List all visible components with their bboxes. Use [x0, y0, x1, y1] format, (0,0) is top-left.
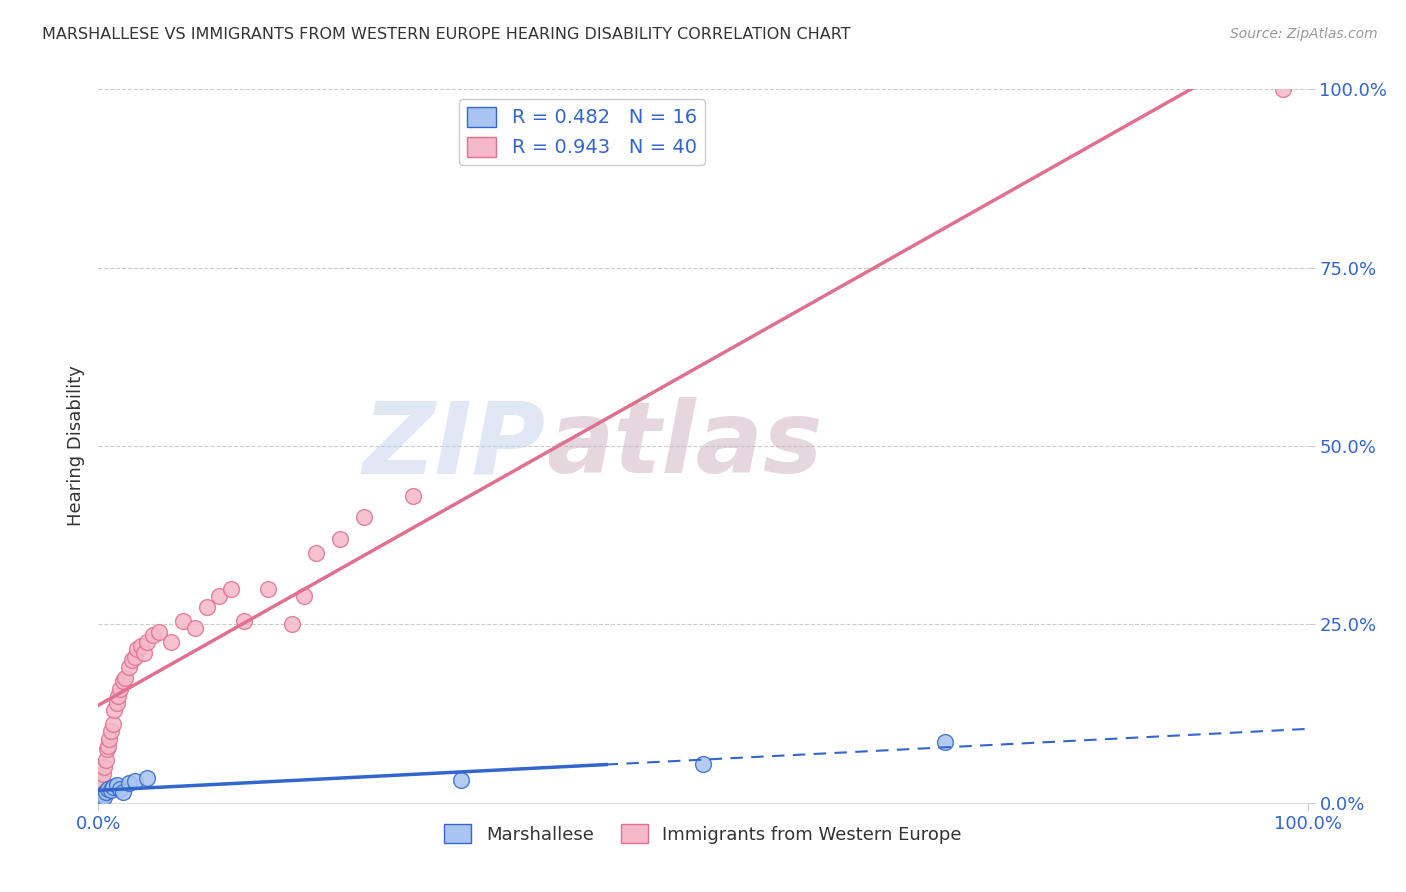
Point	[135, 635, 157, 649]
Point	[91, 787, 114, 801]
Point	[93, 790, 115, 805]
Point	[221, 582, 243, 596]
Point	[121, 653, 143, 667]
Point	[1272, 82, 1295, 96]
Point	[98, 731, 121, 746]
Point	[90, 785, 112, 799]
Point	[118, 660, 141, 674]
Point	[353, 510, 375, 524]
Point	[114, 671, 136, 685]
Point	[91, 767, 114, 781]
Point	[450, 772, 472, 787]
Point	[934, 735, 956, 749]
Point	[292, 589, 315, 603]
Point	[94, 785, 117, 799]
Point	[111, 674, 134, 689]
Point	[305, 546, 328, 560]
Point	[97, 739, 120, 753]
Point	[329, 532, 352, 546]
Point	[108, 681, 131, 696]
Point	[256, 582, 278, 596]
Point	[127, 642, 149, 657]
Point	[107, 689, 129, 703]
Point	[96, 742, 118, 756]
Point	[100, 724, 122, 739]
Text: atlas: atlas	[546, 398, 823, 494]
Point	[105, 778, 128, 792]
Point	[195, 599, 218, 614]
Point	[172, 614, 194, 628]
Point	[118, 776, 141, 790]
Point	[135, 771, 157, 785]
Point	[108, 781, 131, 796]
Point	[184, 621, 207, 635]
Point	[101, 717, 124, 731]
Point	[134, 646, 156, 660]
Point	[101, 780, 124, 794]
Point	[100, 783, 122, 797]
Point	[692, 756, 714, 771]
Text: Source: ZipAtlas.com: Source: ZipAtlas.com	[1230, 27, 1378, 41]
Text: MARSHALLESE VS IMMIGRANTS FROM WESTERN EUROPE HEARING DISABILITY CORRELATION CHA: MARSHALLESE VS IMMIGRANTS FROM WESTERN E…	[42, 27, 851, 42]
Legend: Marshallese, Immigrants from Western Europe: Marshallese, Immigrants from Western Eur…	[437, 817, 969, 851]
Point	[124, 774, 146, 789]
Point	[111, 785, 134, 799]
Point	[160, 635, 183, 649]
Point	[232, 614, 254, 628]
Point	[129, 639, 152, 653]
Point	[94, 753, 117, 767]
Text: ZIP: ZIP	[363, 398, 546, 494]
Point	[91, 774, 114, 789]
Y-axis label: Hearing Disability: Hearing Disability	[66, 366, 84, 526]
Point	[148, 624, 170, 639]
Point	[402, 489, 425, 503]
Point	[105, 696, 128, 710]
Point	[90, 792, 112, 806]
Point	[97, 781, 120, 796]
Point	[208, 589, 231, 603]
Point	[124, 649, 146, 664]
Point	[93, 760, 115, 774]
Point	[281, 617, 304, 632]
Point	[142, 628, 165, 642]
Point	[103, 703, 125, 717]
